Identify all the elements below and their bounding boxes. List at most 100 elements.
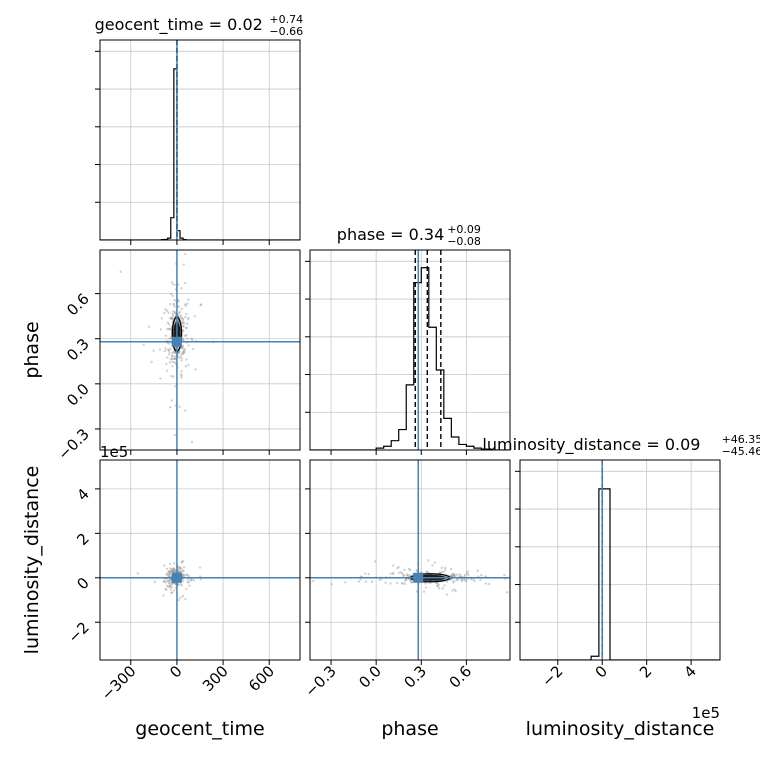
hist-panel-geocent_time: geocent_time = 0.02 +0.74−0.66	[95, 13, 303, 245]
sample-point	[183, 334, 187, 338]
sample-point	[167, 571, 171, 575]
sample-point	[409, 580, 412, 583]
sample-point	[479, 578, 482, 582]
sample-point	[186, 578, 190, 581]
hist-title-main: luminosity_distance = 0.09	[482, 435, 700, 455]
sample-point	[171, 568, 175, 571]
sample-point	[344, 581, 347, 584]
sample-point	[178, 570, 181, 573]
sample-point	[191, 338, 194, 341]
sample-point	[415, 590, 419, 593]
sample-point	[171, 567, 175, 570]
sample-point	[449, 567, 453, 571]
sample-point	[465, 579, 468, 583]
sample-point	[460, 578, 463, 581]
sample-point	[192, 579, 195, 582]
sample-point	[178, 350, 181, 353]
sample-point	[182, 566, 186, 569]
sample-point	[453, 579, 456, 583]
sample-point	[170, 591, 173, 594]
sample-point	[173, 350, 176, 354]
hist-title: luminosity_distance = 0.09 +46.35−45.46	[482, 433, 760, 458]
sample-point	[487, 582, 491, 586]
sample-point	[357, 580, 361, 583]
panel-frame	[519, 459, 721, 661]
sample-point	[425, 570, 429, 574]
sample-point	[402, 574, 405, 578]
histogram-step	[100, 68, 300, 240]
sample-point	[180, 357, 183, 360]
truth-marker	[171, 336, 182, 347]
sample-point	[168, 337, 172, 341]
sample-point	[177, 305, 180, 308]
sample-point	[181, 324, 185, 328]
sample-point	[187, 316, 190, 320]
sample-point	[181, 595, 185, 598]
sample-point	[177, 299, 180, 303]
sample-point	[460, 578, 464, 581]
sample-point	[171, 582, 174, 586]
sample-point	[453, 588, 456, 591]
sample-point	[172, 375, 175, 378]
sample-point	[452, 573, 456, 577]
sample-point	[169, 302, 172, 306]
title-plus: +0.74	[269, 13, 303, 26]
sample-point	[168, 361, 172, 364]
sample-point	[443, 566, 447, 570]
sample-point	[403, 582, 407, 585]
sample-point	[182, 580, 185, 583]
sample-point	[191, 347, 195, 351]
sample-point	[180, 287, 183, 290]
sample-point	[182, 325, 185, 328]
sample-point	[515, 577, 517, 579]
sample-point	[183, 351, 186, 354]
sample-point	[186, 302, 189, 305]
sample-point	[170, 585, 173, 589]
sample-point	[163, 311, 166, 315]
y-tick-label-luminosity_distance: −2	[64, 618, 92, 646]
sample-point	[173, 357, 177, 361]
sample-point	[476, 569, 479, 573]
sample-point	[399, 571, 403, 574]
sample-point	[378, 578, 381, 582]
sample-point	[171, 365, 174, 368]
sample-point	[410, 581, 414, 584]
sample-point	[181, 319, 185, 322]
sample-point	[180, 568, 183, 571]
sample-point	[160, 317, 164, 320]
scatter-panel-geocent_time-luminosity_distance	[95, 459, 301, 665]
sample-point	[180, 584, 184, 587]
sample-point	[170, 354, 174, 358]
sample-point	[171, 354, 174, 358]
sample-point	[480, 573, 483, 577]
title-value: 0.34	[409, 225, 445, 244]
sample-point	[451, 573, 454, 576]
sample-point	[172, 570, 175, 574]
sample-point	[411, 581, 414, 584]
sample-point	[179, 566, 182, 569]
sample-point	[190, 440, 194, 444]
sample-point	[185, 334, 188, 337]
sample-point	[164, 347, 167, 350]
sample-point	[173, 433, 177, 437]
title-minus: −0.66	[269, 25, 303, 38]
sample-point	[403, 579, 407, 583]
sample-point	[173, 570, 176, 573]
sample-point	[189, 579, 192, 582]
sample-point	[473, 579, 476, 583]
panel-frame	[309, 249, 511, 451]
x-axis-label-geocent_time: geocent_time	[135, 718, 264, 740]
sample-point	[169, 570, 172, 574]
sample-point	[172, 350, 175, 354]
sample-point	[391, 571, 395, 575]
sample-point	[183, 574, 186, 577]
sample-point	[185, 573, 188, 576]
panel-frame	[99, 39, 301, 241]
sample-point	[174, 570, 177, 573]
sample-point	[167, 574, 170, 577]
sample-point	[179, 354, 183, 357]
sample-point	[402, 573, 405, 577]
sample-point	[164, 573, 168, 576]
sample-point	[460, 579, 464, 583]
sample-point	[169, 347, 172, 351]
